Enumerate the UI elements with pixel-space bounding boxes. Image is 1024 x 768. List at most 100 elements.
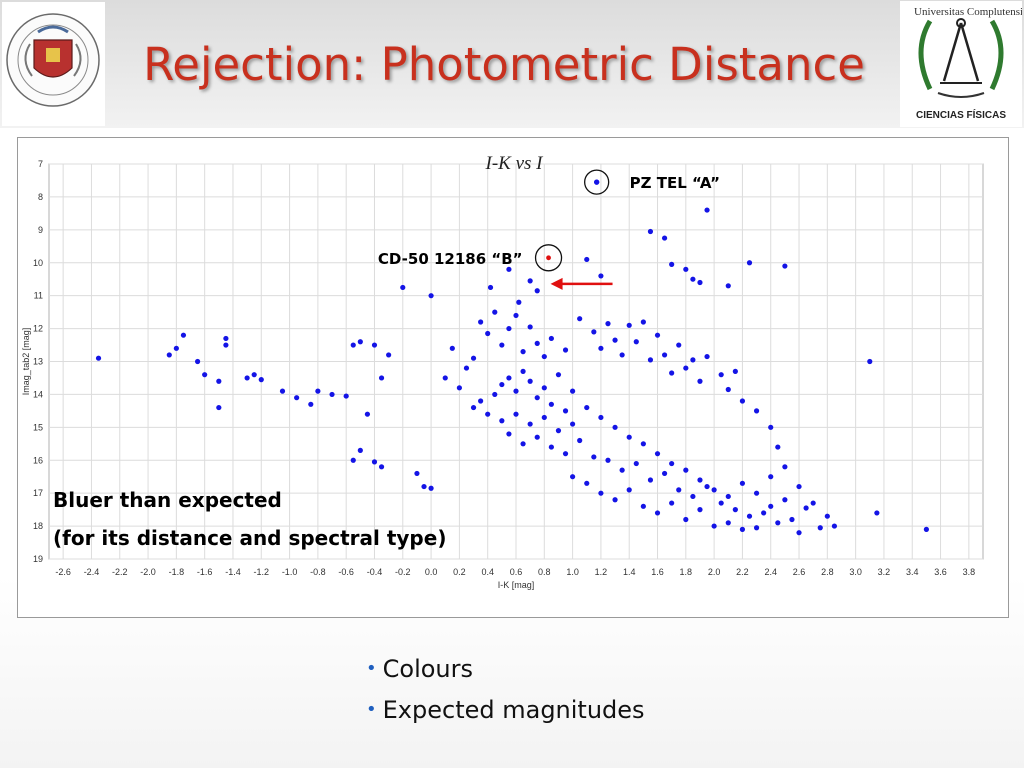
- data-point: [690, 357, 696, 363]
- data-point: [527, 378, 533, 384]
- data-point: [753, 490, 760, 496]
- data-point: [669, 460, 675, 467]
- data-point: [527, 324, 533, 330]
- data-point: [357, 339, 363, 345]
- data-point: [329, 391, 335, 398]
- y-tick-label: 11: [34, 291, 43, 301]
- data-point: [725, 520, 731, 526]
- data-point: [768, 474, 774, 480]
- data-point: [746, 513, 753, 519]
- data-point: [442, 375, 448, 381]
- data-point: [626, 434, 632, 440]
- x-tick-label: 2.4: [764, 567, 777, 577]
- y-tick-label: 16: [33, 455, 43, 465]
- data-point: [506, 266, 512, 272]
- data-point: [315, 388, 321, 394]
- data-point: [612, 497, 618, 503]
- data-point: [527, 421, 533, 427]
- y-tick-label: 13: [33, 357, 43, 367]
- pz-tel-point: [594, 179, 600, 185]
- y-tick-label: 17: [33, 488, 43, 498]
- data-point: [718, 372, 724, 378]
- data-point: [647, 477, 654, 483]
- data-point: [548, 444, 554, 450]
- data-point: [753, 408, 760, 414]
- data-point: [308, 401, 314, 407]
- data-point: [768, 424, 774, 430]
- data-point: [499, 381, 505, 388]
- data-point: [775, 444, 781, 450]
- data-point: [570, 474, 576, 480]
- x-tick-label: -2.0: [140, 567, 156, 577]
- data-point: [661, 352, 668, 358]
- data-point: [796, 530, 802, 536]
- data-point: [739, 526, 746, 532]
- x-tick-label: -2.4: [84, 567, 100, 577]
- x-axis-label: I-K [mag]: [498, 580, 535, 590]
- y-tick-label: 15: [33, 422, 43, 432]
- data-point: [456, 385, 462, 391]
- data-point: [789, 516, 795, 523]
- data-point: [350, 342, 356, 348]
- data-point: [782, 497, 788, 503]
- data-point: [704, 483, 710, 490]
- data-point: [718, 500, 724, 506]
- data-point: [761, 510, 767, 516]
- data-point: [612, 337, 618, 343]
- data-point: [350, 457, 356, 463]
- data-point: [463, 365, 470, 371]
- data-point: [513, 312, 519, 319]
- x-tick-label: -0.8: [310, 567, 326, 577]
- data-point: [775, 520, 781, 526]
- bullet-dot-icon: •: [366, 658, 377, 679]
- data-point: [251, 372, 257, 378]
- data-point: [605, 321, 611, 327]
- data-point: [506, 431, 512, 437]
- data-point: [506, 325, 512, 332]
- x-tick-label: 0.6: [510, 567, 523, 577]
- bluer-label: Bluer than expected: [53, 488, 282, 512]
- chart-title: I-K vs I: [485, 153, 545, 174]
- data-point: [506, 375, 512, 381]
- cd50-ring: [534, 244, 563, 272]
- data-point: [499, 342, 505, 348]
- data-point: [166, 352, 172, 358]
- x-tick-label: -2.2: [112, 567, 128, 577]
- data-point: [654, 332, 661, 338]
- data-point: [541, 385, 547, 391]
- data-point: [683, 516, 689, 523]
- bullet-text: Colours: [382, 655, 473, 683]
- data-point: [428, 485, 434, 491]
- data-point: [428, 293, 434, 299]
- data-point: [711, 523, 717, 529]
- bullet-text: Expected magnitudes: [382, 696, 645, 724]
- y-tick-label: 18: [33, 521, 43, 531]
- y-tick-label: 10: [33, 258, 43, 268]
- data-point: [704, 207, 710, 213]
- y-tick-label: 12: [33, 324, 43, 334]
- data-point: [584, 404, 590, 411]
- data-point: [598, 273, 604, 279]
- data-point: [577, 437, 583, 444]
- data-point: [449, 345, 455, 351]
- data-point: [223, 342, 229, 348]
- x-tick-label: -0.2: [395, 567, 411, 577]
- cd50-label: CD-50 12186 “B”: [378, 250, 523, 268]
- data-point: [704, 353, 710, 360]
- data-point: [570, 421, 576, 427]
- data-point: [732, 368, 738, 374]
- data-point: [562, 408, 569, 414]
- data-point: [223, 335, 229, 342]
- data-point: [577, 316, 583, 322]
- data-point: [640, 503, 646, 509]
- data-point: [548, 335, 554, 342]
- data-point: [669, 370, 675, 376]
- data-point: [803, 505, 809, 511]
- data-point: [343, 393, 349, 399]
- data-point: [555, 372, 562, 378]
- data-point: [676, 487, 682, 493]
- data-point: [619, 352, 625, 358]
- data-point: [768, 503, 774, 509]
- x-tick-label: 3.4: [906, 567, 919, 577]
- y-tick-label: 14: [33, 389, 43, 399]
